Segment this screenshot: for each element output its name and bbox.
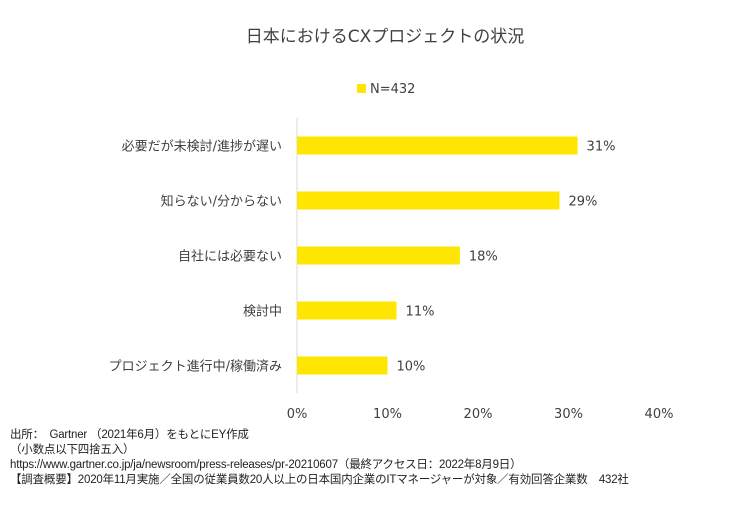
- data-label: 31%: [587, 140, 616, 155]
- note-survey: 【調査概要】2020年11月実施／全国の従業員数20人以上の日本国内企業のITマ…: [10, 474, 629, 486]
- category-label: 検討中: [243, 304, 282, 320]
- bar: [297, 246, 460, 265]
- bar-chart: 日本におけるCXプロジェクトの状況 N=432 必要だが未検討/進捗が遅い 31%…: [109, 27, 674, 422]
- bar: [297, 301, 397, 320]
- bar: [297, 191, 560, 210]
- x-tick-label: 40%: [645, 407, 674, 422]
- data-label: 29%: [568, 195, 597, 210]
- data-label: 11%: [406, 305, 435, 320]
- chart-title: 日本におけるCXプロジェクトの状況: [246, 27, 525, 47]
- legend-swatch: [357, 84, 366, 93]
- category-label: 自社には必要ない: [178, 249, 282, 265]
- data-label: 10%: [397, 360, 426, 375]
- legend-label: N=432: [370, 82, 415, 97]
- bar: [297, 356, 388, 375]
- category-label: プロジェクト進行中/稼働済み: [109, 359, 282, 375]
- x-tick-label: 0%: [287, 407, 308, 422]
- category-label: 知らない/分からない: [161, 194, 282, 210]
- category-label: 必要だが未検討/進捗が遅い: [122, 139, 282, 155]
- note-rounding: （小数点以下四捨五入）: [10, 444, 135, 456]
- note-source: 出所： Gartner （2021年6月）をもとにEY作成: [10, 429, 249, 441]
- x-tick-label: 20%: [464, 407, 493, 422]
- note-url[interactable]: https://www.gartner.co.jp/ja/newsroom/pr…: [10, 459, 522, 471]
- x-tick-label: 30%: [554, 407, 583, 422]
- source-notes: 出所： Gartner （2021年6月）をもとにEY作成 （小数点以下四捨五入…: [10, 428, 738, 488]
- bar: [297, 136, 578, 155]
- data-label: 18%: [469, 250, 498, 265]
- x-tick-label: 10%: [373, 407, 402, 422]
